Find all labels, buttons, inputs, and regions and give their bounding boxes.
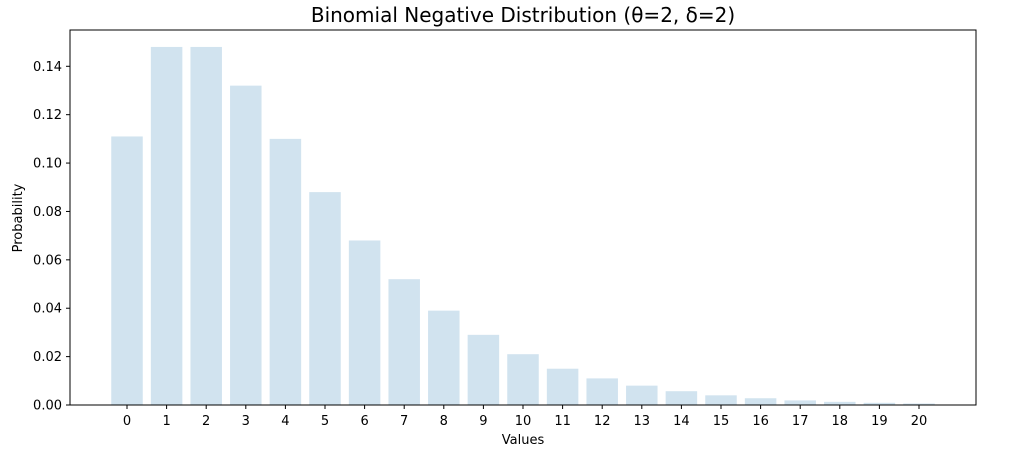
x-tick-label-11: 11 — [554, 414, 571, 429]
x-tick-label-8: 8 — [440, 414, 448, 429]
bar-8 — [428, 310, 460, 405]
bar-13 — [626, 385, 658, 405]
x-tick-label-7: 7 — [400, 414, 408, 429]
x-tick-label-1: 1 — [162, 414, 170, 429]
y-tick-label-7: 0.14 — [33, 60, 62, 75]
bars-group — [111, 46, 935, 406]
chart-title: Binomial Negative Distribution (θ=2, δ=2… — [311, 3, 735, 27]
x-tick-label-2: 2 — [202, 414, 210, 429]
y-tick-label-1: 0.02 — [33, 350, 62, 365]
bar-1 — [150, 46, 183, 405]
x-tick-label-19: 19 — [871, 414, 888, 429]
y-tick-label-2: 0.04 — [33, 302, 62, 317]
bar-14 — [665, 391, 698, 405]
bar-19 — [863, 402, 896, 405]
bar-9 — [467, 334, 500, 405]
bar-2 — [190, 46, 222, 405]
x-axis-label: Values — [502, 433, 545, 448]
bar-17 — [784, 400, 816, 405]
plot-frame — [69, 29, 977, 406]
x-tick-label-6: 6 — [360, 414, 368, 429]
y-tick-label-4: 0.08 — [33, 205, 62, 220]
bar-11 — [546, 368, 579, 405]
bar-0 — [111, 136, 143, 405]
bar-4 — [269, 138, 302, 405]
x-tick-label-20: 20 — [911, 414, 928, 429]
x-tick-label-4: 4 — [281, 414, 289, 429]
x-tick-label-9: 9 — [479, 414, 487, 429]
x-tick-label-17: 17 — [792, 414, 809, 429]
bar-15 — [705, 395, 737, 405]
bar-6 — [348, 240, 381, 405]
bar-7 — [388, 279, 420, 405]
x-tick-label-13: 13 — [634, 414, 651, 429]
bar-10 — [507, 354, 539, 405]
bar-3 — [230, 85, 262, 406]
y-tick-label-3: 0.06 — [33, 253, 62, 268]
x-tick-label-18: 18 — [832, 414, 849, 429]
x-tick-label-5: 5 — [321, 414, 329, 429]
bar-5 — [309, 192, 341, 405]
y-axis: 0.00 0.02 0.04 0.06 0.08 0.10 0.12 0.14 — [33, 60, 70, 414]
x-tick-label-14: 14 — [673, 414, 690, 429]
bar-20 — [903, 403, 935, 405]
x-axis: 0 1 2 3 4 5 6 7 8 9 10 11 12 13 14 15 16 17 18 19 20 — [123, 405, 927, 429]
y-tick-label-0: 0.00 — [33, 399, 62, 414]
y-axis-label: Probability — [11, 183, 26, 252]
x-tick-label-3: 3 — [242, 414, 250, 429]
bar-12 — [586, 378, 618, 405]
x-tick-label-10: 10 — [515, 414, 532, 429]
bar-16 — [744, 398, 777, 405]
x-tick-label-12: 12 — [594, 414, 611, 429]
bar-18 — [824, 401, 856, 405]
x-tick-label-0: 0 — [123, 414, 131, 429]
x-tick-label-16: 16 — [752, 414, 769, 429]
x-tick-label-15: 15 — [713, 414, 730, 429]
y-tick-label-5: 0.10 — [33, 157, 62, 172]
y-tick-label-6: 0.12 — [33, 108, 62, 123]
